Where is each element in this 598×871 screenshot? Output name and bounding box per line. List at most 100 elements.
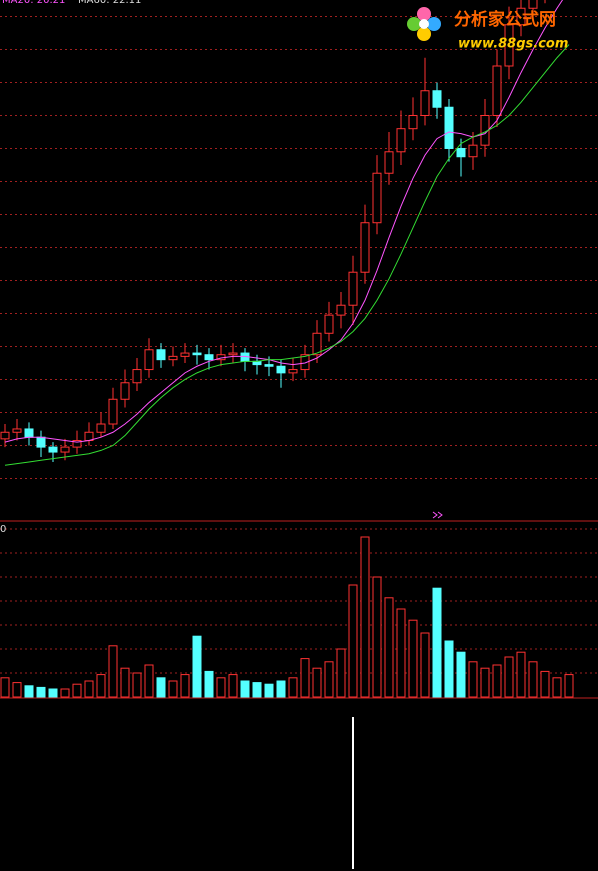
volume-bar xyxy=(540,670,550,698)
ma-label: MA60: 22.11 xyxy=(78,0,141,6)
volume-bar xyxy=(216,677,226,698)
candle-body xyxy=(192,352,202,356)
volume-bar xyxy=(108,645,118,698)
volume-panel xyxy=(0,536,574,698)
candle-body xyxy=(144,349,154,371)
candle-body xyxy=(276,365,286,374)
candle-body xyxy=(420,90,430,116)
candle-body xyxy=(168,355,178,361)
volume-bar xyxy=(84,680,94,698)
candle-body xyxy=(0,431,10,440)
volume-bar xyxy=(96,674,106,698)
volume-bar xyxy=(492,664,502,698)
marker xyxy=(432,511,443,519)
volume-bar xyxy=(276,680,286,698)
volume-bar xyxy=(120,667,130,698)
logo-title: 分析家公式网 xyxy=(454,9,556,30)
volume-bar xyxy=(348,584,358,698)
volume-bar xyxy=(300,658,310,698)
candle-body xyxy=(300,354,310,371)
volume-bar xyxy=(72,683,82,698)
volume-bar xyxy=(564,674,574,698)
candle-body xyxy=(324,314,334,334)
volume-bar xyxy=(360,536,370,698)
candle-body xyxy=(336,304,346,316)
indicator-panel xyxy=(352,717,354,869)
candle-body xyxy=(516,7,526,26)
candle-body xyxy=(120,382,130,400)
candle-body xyxy=(156,349,166,361)
volume-bar xyxy=(504,656,514,698)
volume-bar xyxy=(48,688,58,698)
volume-label: 0 xyxy=(0,524,6,535)
candle-body xyxy=(432,90,442,108)
volume-bar xyxy=(60,688,70,698)
volume-bar xyxy=(192,635,202,698)
price-panel xyxy=(0,0,570,466)
volume-bar xyxy=(468,661,478,698)
candle-body xyxy=(264,364,274,367)
candle-body xyxy=(384,151,394,174)
volume-bar xyxy=(156,677,166,698)
logo: 分析家公式网 www.88gs.com xyxy=(407,7,568,52)
volume-bar xyxy=(312,667,322,698)
volume-bar xyxy=(528,661,538,698)
logo-url: www.88gs.com xyxy=(458,37,568,52)
candle-body xyxy=(456,147,466,158)
volume-bar xyxy=(240,680,250,698)
candle-body xyxy=(360,222,370,273)
candle-body xyxy=(504,24,514,67)
volume-bar xyxy=(444,640,454,698)
volume-bar xyxy=(132,672,142,698)
candle-body xyxy=(24,428,34,438)
ma-label: MA20: 20.21 xyxy=(2,0,65,6)
volume-bar xyxy=(288,677,298,698)
volume-bar xyxy=(480,667,490,698)
volume-bar xyxy=(324,661,334,698)
volume-bar xyxy=(36,686,46,698)
candle-body xyxy=(132,369,142,384)
candle-body xyxy=(492,65,502,116)
volume-bar xyxy=(456,651,466,698)
volume-bar xyxy=(12,682,22,698)
candle-body xyxy=(396,128,406,153)
candle-body xyxy=(444,106,454,149)
candle-body xyxy=(204,354,214,361)
candle-body xyxy=(288,369,298,374)
candle-body xyxy=(408,114,418,130)
candle-body xyxy=(60,446,70,453)
volume-bar xyxy=(372,576,382,698)
volume-bar xyxy=(396,608,406,698)
volume-bar xyxy=(552,677,562,698)
volume-bar xyxy=(204,670,214,698)
volume-bar xyxy=(408,619,418,698)
ma-line xyxy=(4,44,570,466)
candle-body xyxy=(228,352,238,356)
candle-body xyxy=(96,423,106,433)
volume-bar xyxy=(0,677,10,698)
volume-bar xyxy=(168,680,178,698)
volume-bar xyxy=(516,651,526,698)
candle-body xyxy=(468,144,478,158)
volume-bar xyxy=(144,664,154,698)
candle-body xyxy=(180,352,190,357)
volume-bar xyxy=(252,682,262,698)
volume-bar xyxy=(228,674,238,698)
volume-bar xyxy=(420,632,430,698)
candle-body xyxy=(372,172,382,224)
candle-body xyxy=(348,271,358,306)
volume-bar xyxy=(180,674,190,698)
candle-body xyxy=(312,332,322,356)
volume-bar xyxy=(24,685,34,698)
volume-bar xyxy=(384,597,394,698)
candle-body xyxy=(72,440,82,448)
candle-body xyxy=(48,446,58,453)
volume-bar xyxy=(432,587,442,698)
candle-body xyxy=(108,398,118,425)
candle-body xyxy=(528,0,538,9)
candle-body xyxy=(12,428,22,433)
volume-bar xyxy=(336,648,346,698)
candle-body xyxy=(36,436,46,448)
